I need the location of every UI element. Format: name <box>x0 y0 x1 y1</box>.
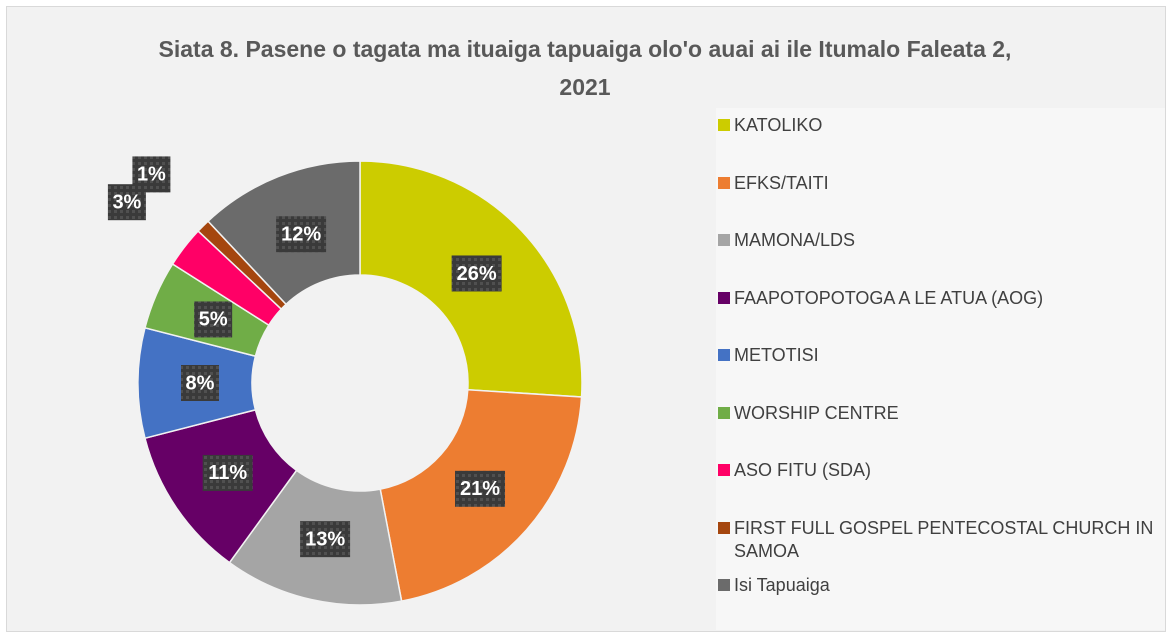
legend-label: Isi Tapuaiga <box>734 575 830 595</box>
legend-label: METOTISI <box>734 345 819 365</box>
legend-item: KATOLIKO <box>718 114 1158 137</box>
legend-swatch <box>718 464 730 476</box>
data-label-box <box>276 216 327 253</box>
legend-item: MAMONA/LDS <box>718 229 1158 252</box>
legend-swatch <box>718 521 730 534</box>
data-label-box <box>181 365 219 401</box>
chart-title: Siata 8. Pasene o tagata ma ituaiga tapu… <box>158 36 1012 100</box>
legend-item: FIRST FULL GOSPEL PENTECOSTAL CHURCH IN … <box>718 517 1158 563</box>
data-label-box <box>451 255 502 292</box>
legend-label: KATOLIKO <box>734 115 823 135</box>
legend-swatch <box>718 349 730 361</box>
data-label: 8% <box>186 372 215 394</box>
data-label: 21% <box>460 478 500 500</box>
legend-label: FAAPOTOPOTOGA A LE ATUA (AOG) <box>734 287 1044 308</box>
legend-swatch <box>718 406 730 419</box>
data-label-box <box>194 301 233 338</box>
data-label: 13% <box>305 528 345 550</box>
data-label-box <box>202 454 253 491</box>
data-label: 5% <box>199 309 228 331</box>
legend-item: FAAPOTOPOTOGA A LE ATUA (AOG) <box>718 287 1158 310</box>
data-label: 1% <box>137 164 166 186</box>
legend-swatch <box>718 234 730 246</box>
data-label: 3% <box>112 191 141 213</box>
data-label: 11% <box>208 462 247 484</box>
legend-label: WORSHIP CENTRE <box>734 402 899 423</box>
legend-swatch <box>718 176 730 189</box>
legend-item: Isi Tapuaiga <box>718 574 1158 597</box>
data-label: 12% <box>281 224 321 246</box>
legend-label: ASO FITU (SDA) <box>734 460 872 480</box>
legend-item: ASO FITU (SDA) <box>718 459 1158 482</box>
legend-swatch <box>718 119 730 131</box>
legend-swatch <box>718 579 730 591</box>
legend-swatch <box>718 291 730 304</box>
data-label: 26% <box>457 263 497 285</box>
data-label-box <box>132 156 171 193</box>
data-label-box <box>455 470 506 507</box>
legend-label: EFKS/TAITI <box>734 172 829 193</box>
legend-item: WORSHIP CENTRE <box>718 402 1158 425</box>
legend-label: FIRST FULL GOSPEL PENTECOSTAL CHURCH IN … <box>734 517 1154 561</box>
legend-item: EFKS/TAITI <box>718 172 1158 195</box>
legend: KATOLIKO EFKS/TAITI MAMONA/LDS FAAPOTOPOTOG… <box>716 108 1165 630</box>
legend-label: MAMONA/LDS <box>734 230 856 250</box>
data-label-box <box>300 521 351 558</box>
legend-item: METOTISI <box>718 344 1158 367</box>
